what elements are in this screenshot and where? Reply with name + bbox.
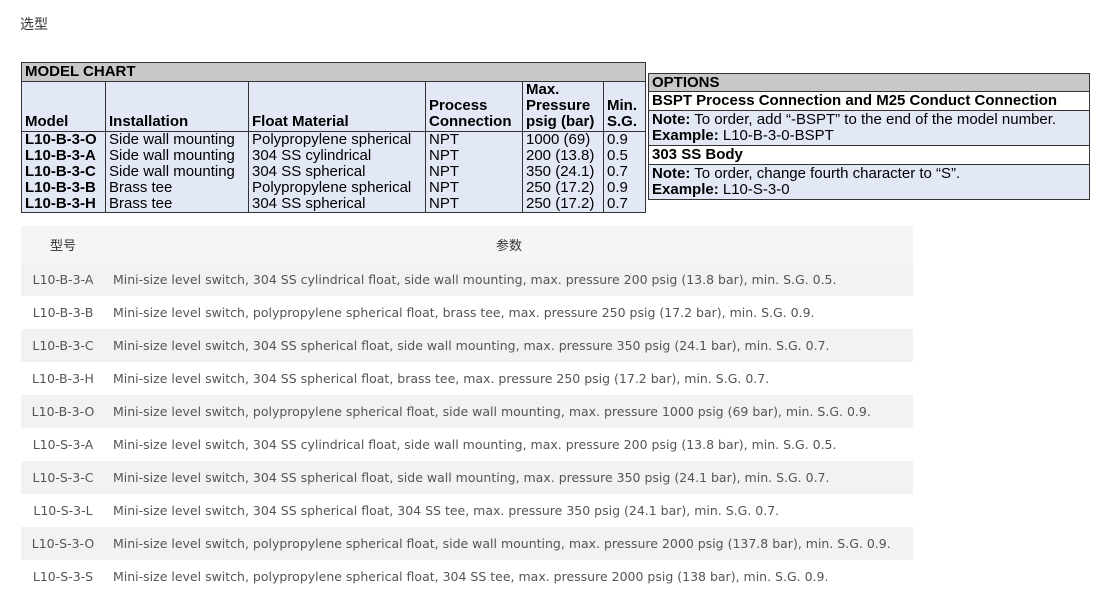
table-row: L10-S-3-L Mini-size level switch, 304 SS …	[21, 494, 913, 527]
example-text: L10-B-3-0-BSPT	[718, 127, 834, 144]
model-chart-header-row: Model Installation Float Material Proces…	[22, 82, 645, 132]
max-pressure-cell: 1000 (69)	[522, 131, 604, 148]
table-row: L10-B-3-B Mini-size level switch, polypro…	[21, 296, 913, 329]
header-model: Model	[22, 82, 106, 132]
note-label: Note:	[652, 111, 691, 128]
header-min-sg: Min. S.G.	[603, 82, 645, 132]
options-box: OPTIONS BSPT Process Connection and M25 …	[648, 73, 1090, 200]
model-number-cell: L10-S-3-C	[21, 461, 105, 494]
float-material-cell: 304 SS cylindrical	[248, 148, 426, 164]
installation-cell: Brass tee	[105, 196, 249, 212]
min-sg-cell: 0.9	[607, 131, 628, 148]
model-cell: L10-B-3-O	[22, 131, 106, 148]
table-row: L10-S-3-C Mini-size level switch, 304 SS …	[21, 461, 913, 494]
process-connection-cell: NPT	[425, 131, 523, 148]
example-label: Example:	[652, 181, 719, 198]
section-title: 选型	[20, 17, 48, 33]
parameters-cell: Mini-size level switch, polypropylene sp…	[105, 560, 913, 593]
parameters-cell: Mini-size level switch, 304 SS cylindric…	[105, 263, 913, 296]
parameters-cell: Mini-size level switch, 304 SS spherical…	[105, 329, 913, 362]
header-process-connection: Process Connection	[425, 82, 523, 132]
header-parameters: 参数	[105, 226, 913, 263]
model-chart: MODEL CHART Model Installation Float Mat…	[21, 62, 646, 213]
header-installation: Installation	[105, 82, 249, 132]
parameter-table-header: 型号 参数	[21, 226, 913, 263]
model-number-cell: L10-B-3-C	[21, 329, 105, 362]
float-material-cell: Polypropylene spherical	[248, 180, 426, 196]
options-title: OPTIONS	[649, 74, 1089, 92]
model-number-cell: L10-B-3-O	[21, 395, 105, 428]
parameters-cell: Mini-size level switch, 304 SS spherical…	[105, 494, 913, 527]
process-connection-cell: NPT	[425, 180, 523, 196]
model-cell: L10-B-3-H	[22, 196, 106, 212]
parameters-cell: Mini-size level switch, 304 SS cylindric…	[105, 428, 913, 461]
installation-cell: Side wall mounting	[105, 148, 249, 164]
model-number-cell: L10-S-3-A	[21, 428, 105, 461]
parameters-cell: Mini-size level switch, 304 SS spherical…	[105, 362, 913, 395]
process-connection-cell: NPT	[425, 196, 523, 212]
float-material-cell: 304 SS spherical	[248, 164, 426, 180]
header-model-number: 型号	[21, 226, 105, 263]
min-sg-cell: 0.5	[607, 147, 628, 164]
model-number-cell: L10-S-3-L	[21, 494, 105, 527]
option-bspt-body: Note: To order, add “-BSPT” to the end o…	[649, 111, 1089, 146]
model-chart-table: Model Installation Float Material Proces…	[22, 82, 645, 212]
parameters-cell: Mini-size level switch, polypropylene sp…	[105, 527, 913, 560]
model-chart-row: L10-B-3-A Side wall mounting 304 SS cylind…	[22, 148, 645, 164]
model-number-cell: L10-S-3-S	[21, 560, 105, 593]
float-material-cell: 304 SS spherical	[248, 196, 426, 212]
model-cell: L10-B-3-B	[22, 180, 106, 196]
model-chart-row: L10-B-3-C Side wall mounting 304 SS spheri…	[22, 164, 645, 180]
example-text: L10-S-3-0	[718, 181, 790, 198]
table-row: L10-B-3-O Mini-size level switch, polypro…	[21, 395, 913, 428]
max-pressure-cell: 250 (17.2)	[522, 196, 604, 212]
max-pressure-cell: 200 (13.8)	[522, 148, 604, 164]
table-row: L10-B-3-C Mini-size level switch, 304 SS …	[21, 329, 913, 362]
option-303ss-note: Note: To order, change fourth character …	[652, 166, 1086, 182]
note-text: To order, change fourth character to “S”…	[690, 165, 961, 182]
note-text: To order, add “-BSPT” to the end of the …	[690, 111, 1057, 128]
parameter-table: 型号 参数 L10-B-3-A Mini-size level switch, 3…	[21, 226, 913, 593]
example-label: Example:	[652, 127, 719, 144]
installation-cell: Side wall mounting	[105, 164, 249, 180]
model-cell: L10-B-3-A	[22, 148, 106, 164]
option-303ss-title: 303 SS Body	[649, 146, 1089, 165]
header-float-material: Float Material	[248, 82, 426, 132]
header-max-pressure: Max. Pressure psig (bar)	[522, 82, 604, 132]
parameters-cell: Mini-size level switch, polypropylene sp…	[105, 395, 913, 428]
table-row: L10-B-3-A Mini-size level switch, 304 SS …	[21, 263, 913, 296]
process-connection-cell: NPT	[425, 164, 523, 180]
process-connection-cell: NPT	[425, 148, 523, 164]
note-label: Note:	[652, 165, 691, 182]
option-bspt-note: Note: To order, add “-BSPT” to the end o…	[652, 112, 1086, 128]
table-row: L10-B-3-H Mini-size level switch, 304 SS …	[21, 362, 913, 395]
model-number-cell: L10-B-3-B	[21, 296, 105, 329]
model-chart-row: L10-B-3-B Brass tee Polypropylene spherica…	[22, 180, 645, 196]
parameters-cell: Mini-size level switch, 304 SS spherical…	[105, 461, 913, 494]
min-sg-cell: 0.9	[607, 179, 628, 196]
float-material-cell: Polypropylene spherical	[248, 131, 426, 148]
table-row: L10-S-3-S Mini-size level switch, polypro…	[21, 560, 913, 593]
option-303ss-body: Note: To order, change fourth character …	[649, 165, 1089, 199]
option-bspt-example: Example: L10-B-3-0-BSPT	[652, 128, 1086, 144]
min-sg-cell: 0.7	[607, 195, 628, 212]
model-chart-title: MODEL CHART	[22, 63, 645, 82]
installation-cell: Side wall mounting	[105, 131, 249, 148]
parameters-cell: Mini-size level switch, polypropylene sp…	[105, 296, 913, 329]
min-sg-cell: 0.7	[607, 163, 628, 180]
table-row: L10-S-3-O Mini-size level switch, polypro…	[21, 527, 913, 560]
model-chart-row: L10-B-3-H Brass tee 304 SS spherical NPT 250…	[22, 196, 645, 212]
model-number-cell: L10-S-3-O	[21, 527, 105, 560]
installation-cell: Brass tee	[105, 180, 249, 196]
option-303ss-example: Example: L10-S-3-0	[652, 182, 1086, 198]
option-bspt-title: BSPT Process Connection and M25 Conduct …	[649, 92, 1089, 111]
model-chart-row: L10-B-3-O Side wall mounting Polypropylene…	[22, 131, 645, 148]
max-pressure-cell: 250 (17.2)	[522, 180, 604, 196]
model-cell: L10-B-3-C	[22, 164, 106, 180]
table-row: L10-S-3-A Mini-size level switch, 304 SS …	[21, 428, 913, 461]
model-number-cell: L10-B-3-H	[21, 362, 105, 395]
max-pressure-cell: 350 (24.1)	[522, 164, 604, 180]
model-number-cell: L10-B-3-A	[21, 263, 105, 296]
